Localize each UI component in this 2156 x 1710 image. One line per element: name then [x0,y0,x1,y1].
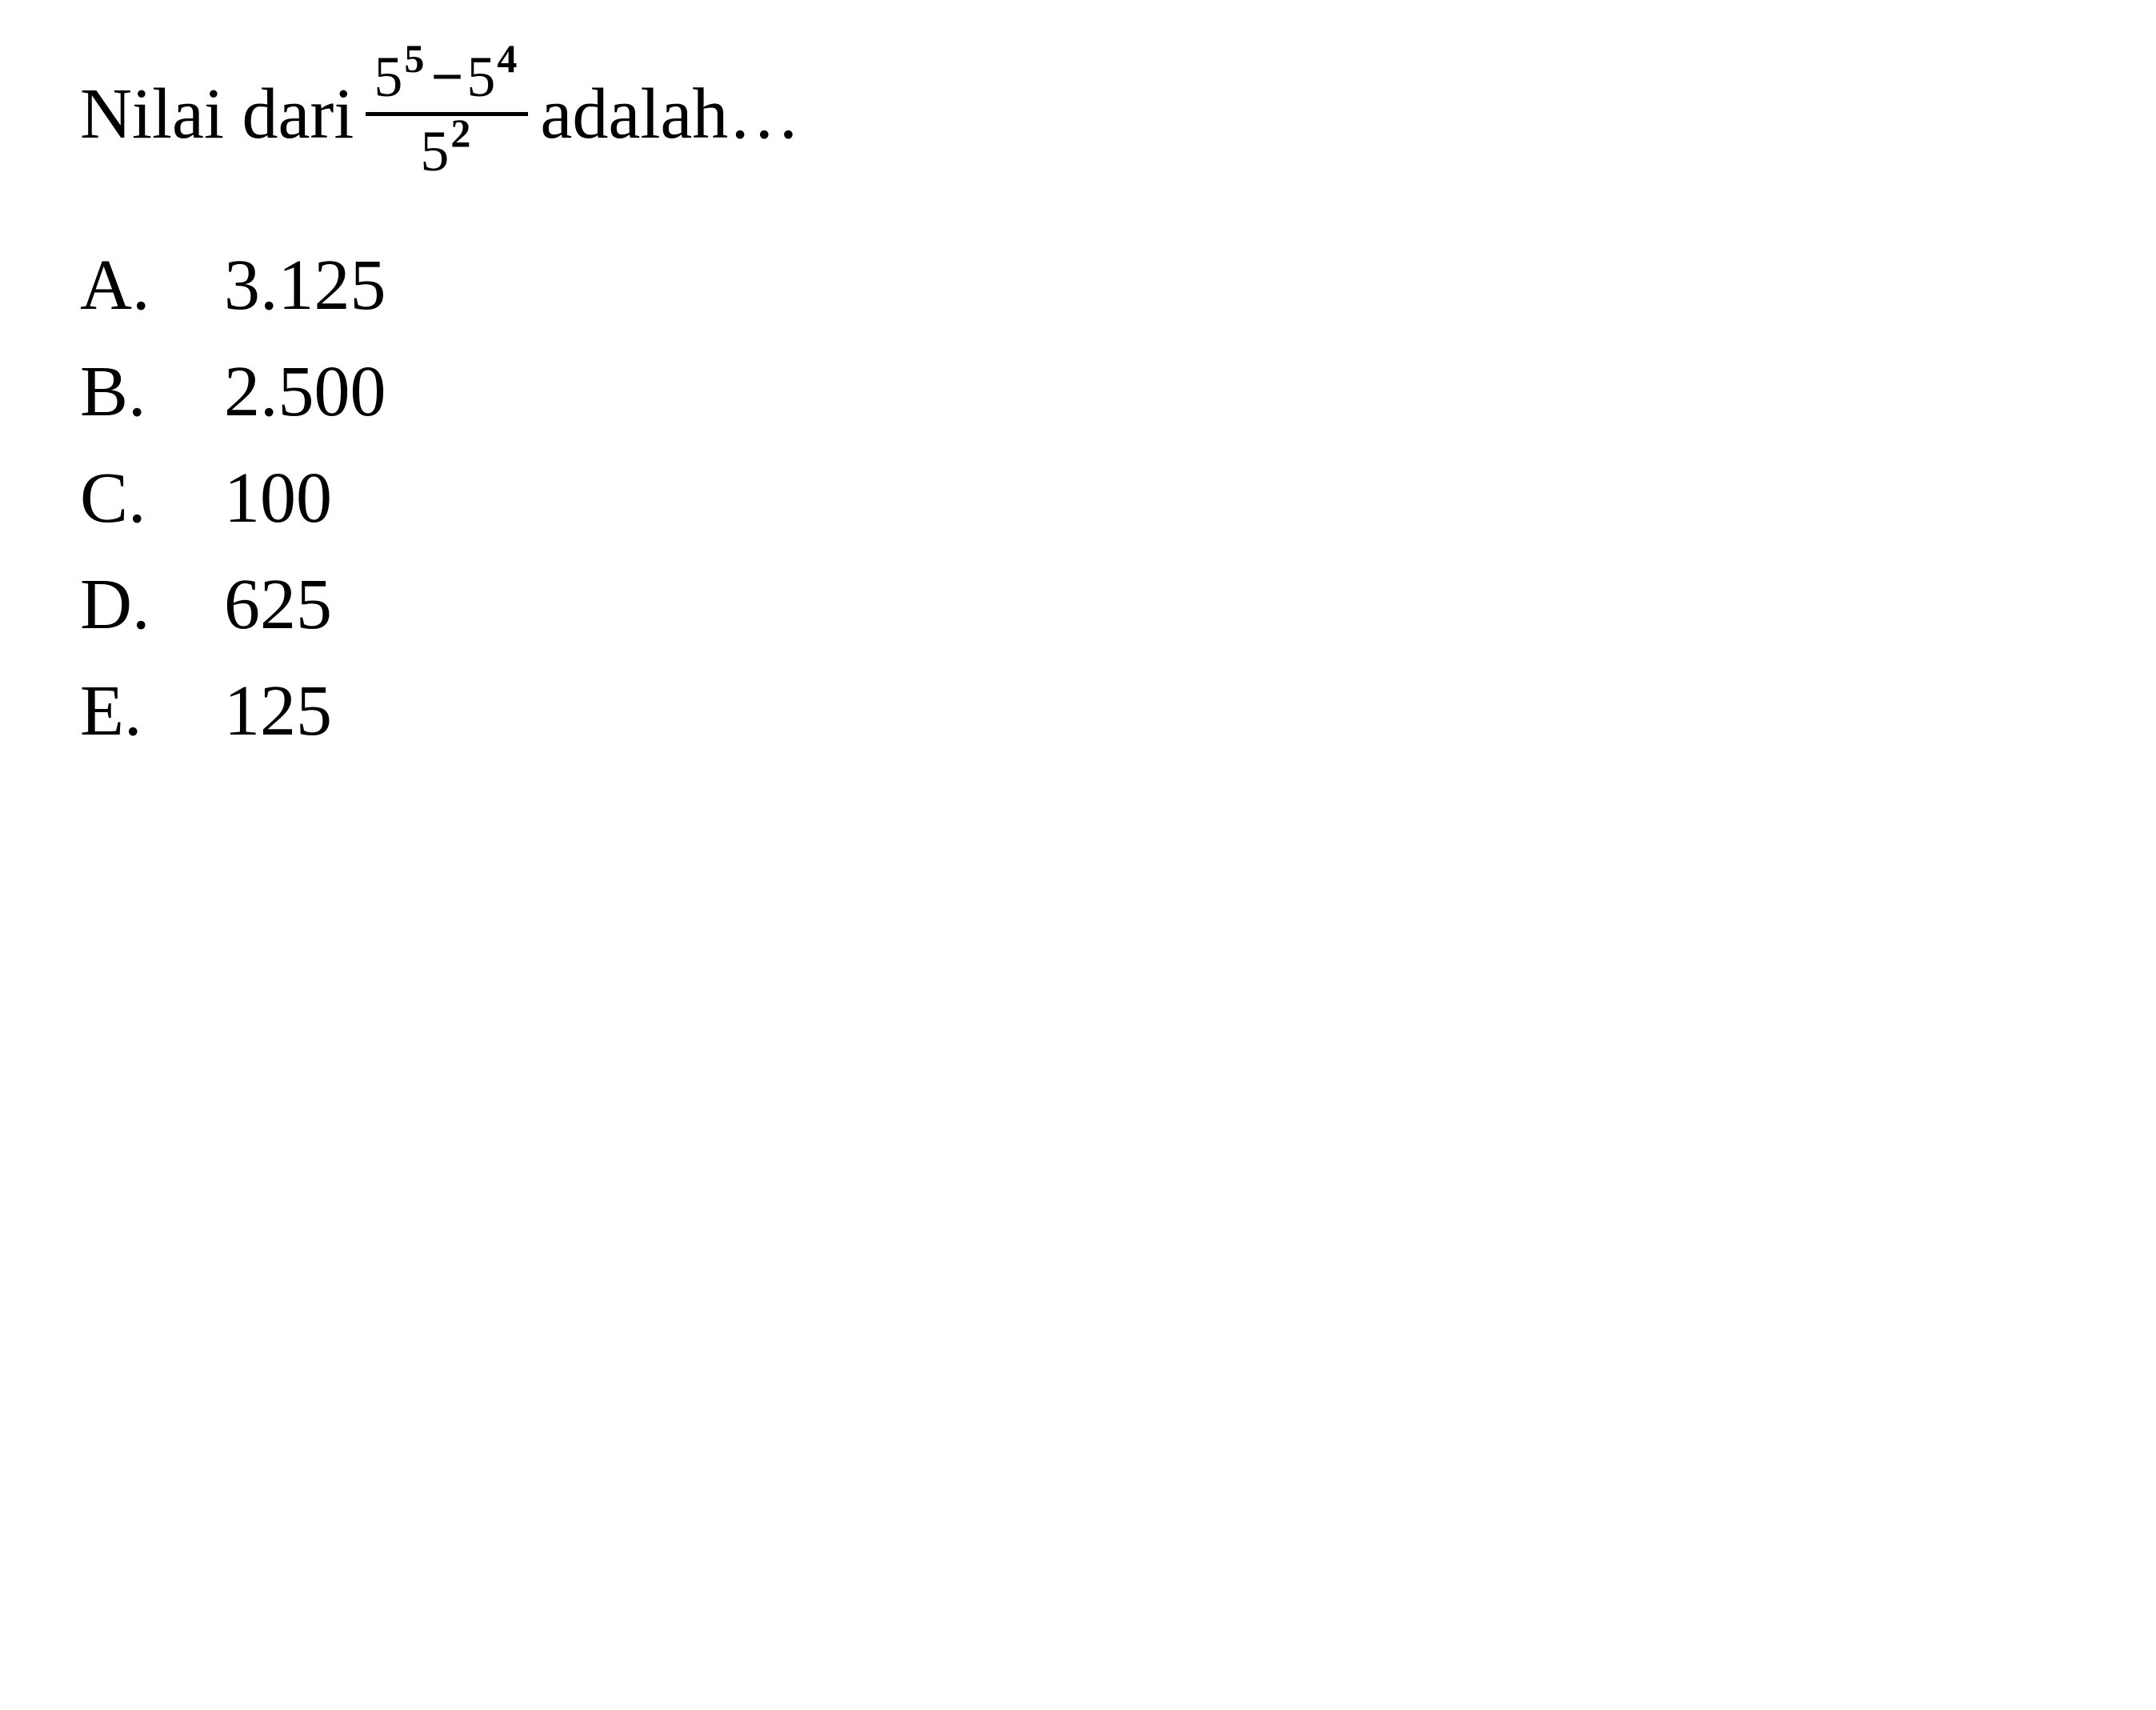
option-value: 3.125 [224,244,386,326]
fraction-expression: 5 5 − 5 4 5 2 [366,48,528,180]
fraction-numerator: 5 5 − 5 4 [366,48,528,116]
option-value: 100 [224,457,332,539]
numerator-term1-base: 5 [374,48,402,106]
option-a: A. 3.125 [80,244,2076,326]
numerator-term1-exponent: 5 [404,38,424,78]
option-letter: C. [80,457,224,539]
denominator-base: 5 [420,122,449,180]
numerator-term2-base: 5 [466,48,495,106]
question-text-after: adalah… [540,67,800,161]
fraction-denominator: 5 2 [420,116,474,180]
numerator-operator: − [430,48,463,106]
numerator-term2-exponent: 4 [497,38,517,78]
option-letter: A. [80,244,224,326]
denominator-exponent: 2 [450,113,470,153]
option-letter: D. [80,563,224,646]
option-letter: E. [80,670,224,752]
option-d: D. 625 [80,563,2076,646]
option-c: C. 100 [80,457,2076,539]
option-value: 125 [224,670,332,752]
option-b: B. 2.500 [80,350,2076,433]
option-value: 2.500 [224,350,386,433]
option-value: 625 [224,563,332,646]
answer-options: A. 3.125 B. 2.500 C. 100 D. 625 E. 125 [80,244,2076,752]
question-text-before: Nilai dari [80,67,354,161]
option-e: E. 125 [80,670,2076,752]
option-letter: B. [80,350,224,433]
question-stem: Nilai dari 5 5 − 5 4 5 2 adalah… [80,48,2076,180]
